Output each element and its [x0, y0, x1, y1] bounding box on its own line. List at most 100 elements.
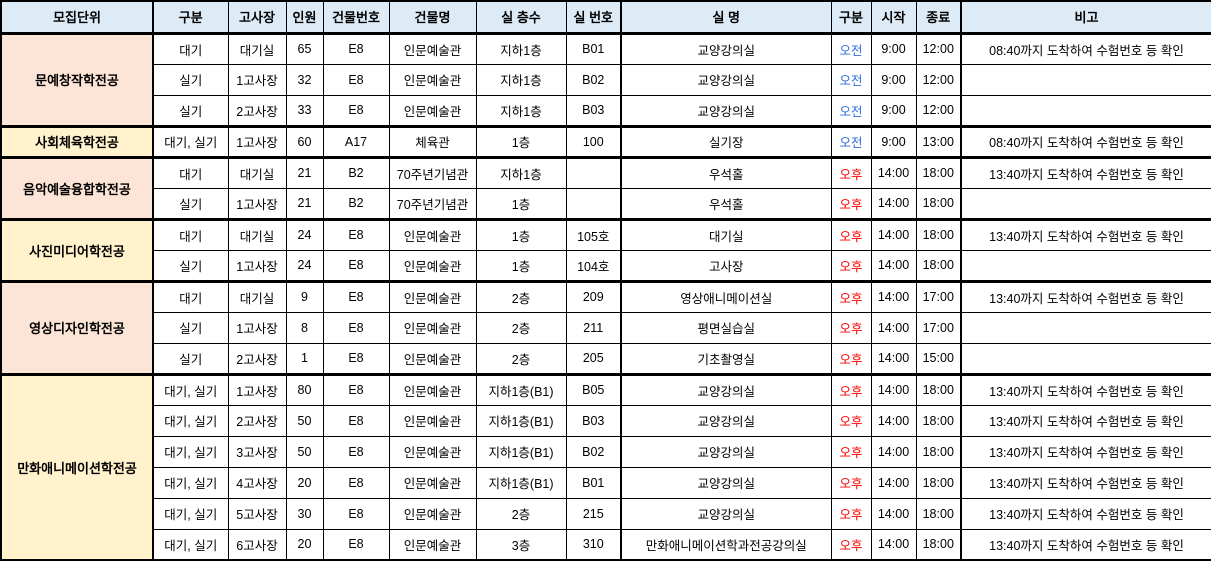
cell-building-name: 70주년기념관: [388, 187, 477, 220]
table-row: 실기 1고사장 8 E8 인문예술관 2층 211 평면실습실 오후 14:00 17:00: [1, 311, 1211, 344]
cell-start-time: 14:00: [870, 187, 917, 220]
cell-floor: 지하1층: [475, 155, 567, 189]
cell-building-no: E8: [322, 372, 390, 406]
cell-session: 오후: [830, 311, 872, 344]
cell-room-name: 교양강의실: [620, 466, 832, 499]
cell-count: 33: [285, 94, 324, 127]
cell-session: 오후: [830, 497, 872, 530]
cell-count: 32: [285, 63, 324, 96]
cell-count: 60: [285, 124, 324, 158]
cell-category: 대기: [152, 31, 229, 65]
cell-category: 실기: [152, 342, 229, 375]
cell-end-time: 12:00: [915, 63, 962, 96]
cell-building-no: E8: [322, 311, 390, 344]
cell-room-no: B05: [565, 372, 622, 406]
cell-building-name: 인문예술관: [388, 342, 477, 375]
cell-start-time: 14:00: [870, 404, 917, 437]
cell-building-no: E8: [322, 497, 390, 530]
cell-end-time: 18:00: [915, 466, 962, 499]
cell-room-no: B03: [565, 94, 622, 127]
cell-room-no: 211: [565, 311, 622, 344]
cell-note: [960, 187, 1211, 220]
cell-exam-room: 1고사장: [227, 187, 287, 220]
cell-start-time: 14:00: [870, 311, 917, 344]
cell-session: 오전: [830, 31, 872, 65]
cell-session: 오후: [830, 217, 872, 251]
table-row: 실기 2고사장 1 E8 인문예술관 2층 205 기초촬영실 오후 14:00 15:00: [1, 342, 1211, 375]
header-room-name: 실 명: [620, 0, 832, 35]
table-row: 대기, 실기 2고사장 50 E8 인문예술관 지하1층(B1) B03 교양강의실 오후 14:…: [1, 404, 1211, 437]
cell-note: 13:40까지 도착하여 수험번호 등 확인: [960, 217, 1211, 251]
cell-exam-room: 대기실: [227, 279, 287, 313]
cell-count: 9: [285, 279, 324, 313]
cell-exam-room: 3고사장: [227, 435, 287, 468]
cell-room-name: 교양강의실: [620, 63, 832, 96]
cell-room-no: 100: [565, 124, 622, 158]
cell-count: 24: [285, 217, 324, 251]
cell-session: 오후: [830, 342, 872, 375]
cell-room-name: 평면실습실: [620, 311, 832, 344]
cell-end-time: 18:00: [915, 435, 962, 468]
cell-building-name: 인문예술관: [388, 31, 477, 65]
cell-building-name: 인문예술관: [388, 435, 477, 468]
cell-note: [960, 311, 1211, 344]
cell-exam-room: 6고사장: [227, 528, 287, 561]
cell-end-time: 18:00: [915, 497, 962, 530]
cell-count: 8: [285, 311, 324, 344]
cell-room-no: 205: [565, 342, 622, 375]
cell-floor: 지하1층: [475, 31, 567, 65]
cell-building-no: B2: [322, 187, 390, 220]
table-body: 문예창작학전공 대기 대기실 65 E8 인문예술관 지하1층 B01 교양강의실 오전 9:00 1…: [0, 31, 1211, 561]
table-row: 대기, 실기 6고사장 20 E8 인문예술관 3층 310 만화애니메이션학과전공강의실 오후…: [1, 528, 1211, 561]
cell-session: 오후: [830, 435, 872, 468]
cell-session: 오후: [830, 279, 872, 313]
cell-room-name: 대기실: [620, 217, 832, 251]
cell-note: 13:40까지 도착하여 수험번호 등 확인: [960, 435, 1211, 468]
cell-room-no: B01: [565, 466, 622, 499]
cell-start-time: 14:00: [870, 342, 917, 375]
cell-start-time: 9:00: [870, 124, 917, 158]
cell-building-no: E8: [322, 279, 390, 313]
cell-building-no: E8: [322, 94, 390, 127]
cell-exam-room: 대기실: [227, 217, 287, 251]
cell-floor: 지하1층(B1): [475, 466, 567, 499]
cell-count: 1: [285, 342, 324, 375]
cell-building-name: 인문예술관: [388, 94, 477, 127]
cell-major: 사회체육학전공: [0, 124, 154, 158]
cell-category: 실기: [152, 187, 229, 220]
table-row: 대기, 실기 5고사장 30 E8 인문예술관 2층 215 교양강의실 오후 14:00 18:0…: [1, 497, 1211, 530]
cell-category: 실기: [152, 311, 229, 344]
cell-category: 대기: [152, 155, 229, 189]
cell-building-no: B2: [322, 155, 390, 189]
cell-major: 문예창작학전공: [0, 31, 154, 127]
cell-room-no: 310: [565, 528, 622, 561]
cell-category: 대기, 실기: [152, 497, 229, 530]
cell-exam-room: 2고사장: [227, 94, 287, 127]
cell-note: [960, 63, 1211, 96]
cell-session: 오후: [830, 404, 872, 437]
cell-category: 실기: [152, 249, 229, 282]
cell-category: 대기, 실기: [152, 404, 229, 437]
cell-building-no: E8: [322, 435, 390, 468]
cell-major: 영상디자인학전공: [0, 279, 154, 375]
cell-floor: 1층: [475, 249, 567, 282]
cell-floor: 지하1층(B1): [475, 404, 567, 437]
cell-building-name: 인문예술관: [388, 63, 477, 96]
cell-note: 13:40까지 도착하여 수험번호 등 확인: [960, 372, 1211, 406]
cell-note: 13:40까지 도착하여 수험번호 등 확인: [960, 155, 1211, 189]
cell-major: 음악예술융합학전공: [0, 155, 154, 220]
cell-building-no: E8: [322, 63, 390, 96]
cell-end-time: 12:00: [915, 31, 962, 65]
cell-building-no: A17: [322, 124, 390, 158]
table-row: 대기, 실기 4고사장 20 E8 인문예술관 지하1층(B1) B01 교양강의실 오후 14:…: [1, 466, 1211, 499]
cell-building-no: E8: [322, 528, 390, 561]
cell-end-time: 15:00: [915, 342, 962, 375]
cell-exam-room: 4고사장: [227, 466, 287, 499]
cell-building-name: 체육관: [388, 124, 477, 158]
cell-count: 65: [285, 31, 324, 65]
cell-start-time: 14:00: [870, 466, 917, 499]
cell-exam-room: 1고사장: [227, 311, 287, 344]
cell-session: 오후: [830, 372, 872, 406]
cell-exam-room: 2고사장: [227, 342, 287, 375]
cell-exam-room: 1고사장: [227, 124, 287, 158]
